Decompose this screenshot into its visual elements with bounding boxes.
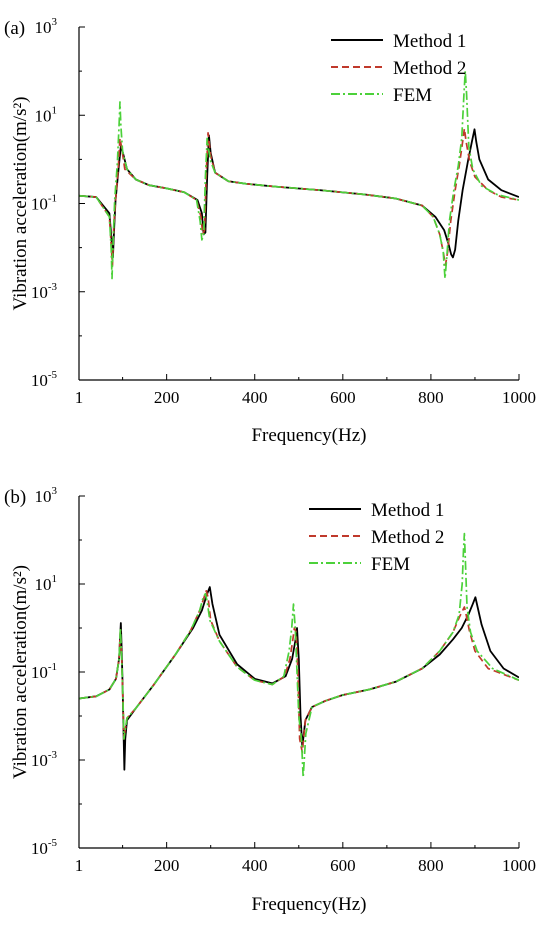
x-tick-label: 600 [330, 388, 356, 407]
x-axis-title: Frequency(Hz) [251, 894, 366, 915]
y-tick-label: 10-3 [31, 749, 58, 770]
x-tick-label: 200 [154, 388, 180, 407]
legend-label-method-1: Method 1 [371, 500, 444, 521]
y-tick-label: 101 [35, 573, 58, 594]
legend-label-method-2: Method 2 [371, 527, 444, 548]
y-tick-label: 10-1 [31, 661, 57, 682]
y-tick-label: 10-3 [31, 281, 58, 302]
legend-label-method-1: Method 1 [393, 31, 466, 52]
y-tick-label: 103 [35, 16, 58, 37]
y-axis-title: Vibration acceleration(m/s²) [10, 565, 31, 779]
series-line-method-1 [79, 128, 519, 259]
x-tick-label: 1000 [502, 388, 536, 407]
x-tick-label: 800 [418, 388, 444, 407]
legend-label-fem: FEM [371, 554, 410, 575]
panel-label: (b) [4, 487, 26, 508]
legend-label-method-2: Method 2 [393, 58, 466, 79]
x-tick-label: 200 [154, 856, 180, 875]
x-tick-label: 1 [75, 388, 84, 407]
y-tick-label: 10-5 [31, 369, 58, 390]
panel-label: (a) [4, 18, 25, 39]
x-tick-label: 600 [330, 856, 356, 875]
series-line-method-2 [79, 127, 519, 267]
y-tick-label: 10-5 [31, 837, 58, 858]
y-tick-label: 101 [35, 104, 58, 125]
x-tick-label: 400 [242, 388, 268, 407]
x-tick-label: 1 [75, 856, 84, 875]
y-axis-title: Vibration acceleration(m/s²) [10, 97, 31, 311]
series-line-fem [79, 70, 519, 280]
x-tick-label: 800 [418, 856, 444, 875]
x-tick-label: 400 [242, 856, 268, 875]
series-line-fem [79, 532, 519, 779]
x-axis-title: Frequency(Hz) [251, 425, 366, 446]
y-tick-label: 10-1 [31, 193, 57, 214]
x-tick-label: 1000 [502, 856, 536, 875]
chart-panel-b: 1 200 400 600 800 1000 10-5 10-3 10-1 101 103 Frequ… [4, 485, 536, 915]
y-tick-label: 103 [35, 485, 58, 506]
legend-label-fem: FEM [393, 85, 432, 106]
chart-panel-a: 1 200 400 600 800 1000 10-5 10-3 10-1 101 103 Frequ… [4, 16, 536, 446]
